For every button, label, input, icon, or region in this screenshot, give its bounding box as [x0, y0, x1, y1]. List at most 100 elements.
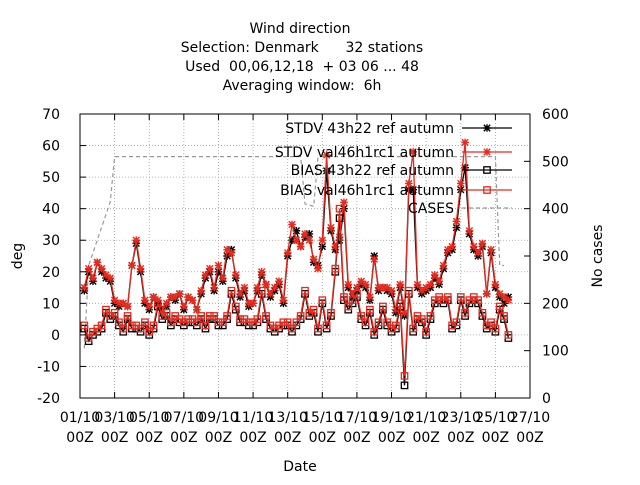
data-point	[84, 334, 93, 342]
data-point	[456, 293, 465, 301]
legend-label: BIAS val46h1rc1 autumn	[280, 183, 454, 199]
data-point	[167, 318, 175, 327]
data-point	[452, 223, 461, 232]
data-point	[110, 296, 119, 304]
x-tick-label-time: 00Z	[205, 430, 232, 446]
y2-tick-label: 600	[542, 107, 569, 123]
cases-series	[83, 156, 504, 349]
data-point	[461, 138, 469, 147]
data-point	[439, 261, 448, 270]
data-point	[210, 312, 218, 320]
legend-label: CASES	[408, 201, 454, 217]
y2-tick-label: 500	[542, 154, 569, 170]
data-point	[279, 318, 288, 327]
data-point	[500, 299, 508, 308]
data-point	[136, 324, 145, 333]
data-point	[340, 198, 348, 207]
data-point	[374, 318, 383, 327]
data-point	[504, 331, 513, 339]
data-point	[456, 179, 465, 188]
data-point	[469, 242, 478, 251]
data-point	[366, 293, 374, 301]
data-point	[370, 327, 379, 336]
data-point	[374, 283, 383, 292]
data-point	[249, 299, 257, 308]
data-point	[357, 312, 366, 320]
data-point	[149, 293, 158, 301]
y-tick-label: -20	[37, 391, 60, 407]
x-tick-label: 05/10	[129, 410, 169, 426]
data-point	[80, 283, 89, 292]
data-point	[309, 255, 318, 263]
data-point	[270, 283, 279, 292]
data-point	[288, 324, 296, 333]
data-point	[305, 236, 314, 245]
data-point	[197, 312, 206, 320]
axis-ticks	[79, 113, 531, 399]
data-point	[158, 305, 167, 314]
data-point	[115, 318, 123, 327]
data-point	[396, 299, 405, 308]
data-point	[288, 236, 296, 245]
data-point	[443, 293, 452, 301]
data-point	[357, 277, 366, 286]
data-point	[253, 315, 262, 323]
data-point	[383, 283, 392, 292]
data-point	[227, 249, 236, 257]
legend-label: BIAS 43h22 ref autumn	[291, 163, 454, 179]
y-tick-label: 0	[51, 328, 60, 344]
data-point	[413, 280, 422, 289]
data-point	[102, 271, 110, 279]
x-tick-label-time: 00Z	[239, 430, 266, 446]
data-point	[340, 293, 348, 301]
data-point	[175, 290, 184, 298]
data-point	[149, 321, 158, 330]
x-tick-label-time: 00Z	[274, 430, 301, 446]
data-point	[361, 280, 370, 289]
data-point	[279, 296, 288, 304]
data-point	[292, 236, 301, 245]
data-point	[474, 249, 482, 257]
data-point	[487, 245, 495, 254]
data-point	[123, 312, 132, 320]
legend-label: STDV 43h22 ref autumn	[285, 121, 454, 137]
data-point	[262, 280, 270, 289]
data-point	[335, 233, 344, 241]
y2-tick-label: 100	[542, 344, 569, 360]
data-point	[283, 249, 292, 257]
data-series	[80, 138, 513, 390]
series-3	[80, 204, 513, 380]
data-point	[296, 312, 305, 320]
data-point	[218, 274, 227, 282]
legend-swatch-marker	[483, 186, 491, 194]
data-point	[236, 290, 244, 298]
data-point	[448, 242, 456, 251]
x-tick-label: 13/10	[268, 410, 308, 426]
x-tick-label: 11/10	[233, 410, 273, 426]
data-point	[97, 321, 106, 330]
data-point	[210, 283, 218, 292]
data-point	[296, 242, 305, 251]
x-tick-label: 03/10	[94, 410, 134, 426]
data-point	[404, 286, 413, 295]
x-tick-label: 15/10	[302, 410, 342, 426]
x-tick-label: 21/10	[406, 410, 446, 426]
chart-title: Wind direction Selection: Denmark 32 sta…	[181, 21, 423, 94]
x-tick-label-time: 00Z	[447, 430, 474, 446]
data-point	[318, 242, 327, 251]
data-point	[392, 305, 400, 314]
data-point	[417, 315, 426, 323]
data-point	[322, 151, 331, 159]
x-tick-label-time: 00Z	[136, 430, 163, 446]
x-tick-label-time: 00Z	[343, 430, 370, 446]
data-point	[132, 236, 141, 245]
data-point	[206, 264, 214, 273]
data-point	[314, 264, 322, 273]
data-point	[318, 236, 327, 245]
data-point	[478, 239, 487, 248]
legend-swatch-marker	[483, 148, 491, 156]
y-tick-label: 20	[42, 265, 60, 281]
data-point	[348, 296, 357, 305]
data-point	[383, 318, 392, 327]
x-axis-label: Date	[283, 459, 316, 475]
